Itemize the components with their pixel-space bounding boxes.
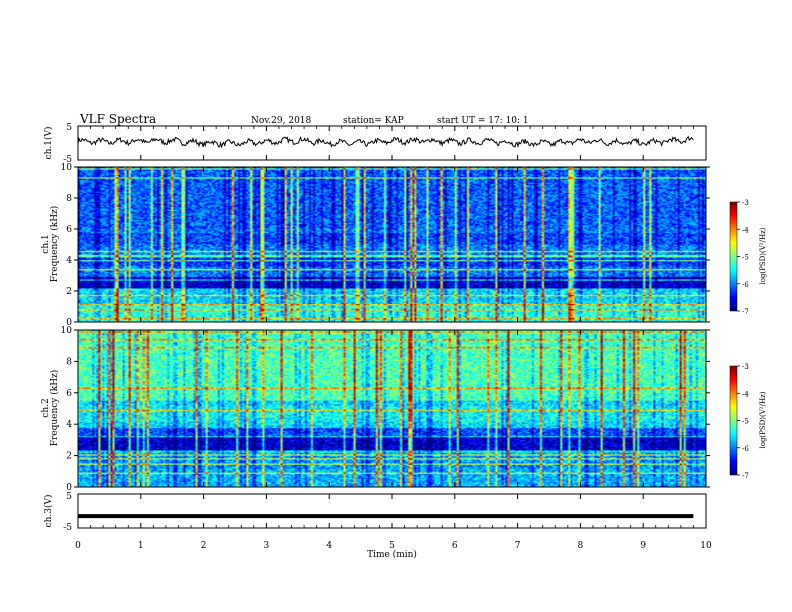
ch1-cb-tick-label: -4	[742, 226, 749, 234]
time-tick-label: 8	[578, 541, 584, 551]
time-tick-label: 4	[326, 541, 332, 551]
figure-title: VLF Spectra	[79, 112, 156, 126]
time-tick-label: 2	[201, 541, 207, 551]
ch2-spec-ytick-label: 4	[66, 420, 72, 430]
ch1-waveform-line	[77, 136, 694, 149]
ch1-ytick-top: 5	[66, 123, 72, 133]
time-tick-label: 10	[700, 541, 712, 551]
ch2-colorbar	[729, 365, 738, 476]
ch1-spec-ytick-label: 10	[61, 163, 73, 173]
time-tick-label: 6	[452, 541, 458, 551]
ch1-cb-tick-label: -7	[742, 308, 749, 316]
time-axis-label: Time (min)	[367, 549, 417, 560]
ch1-spec-ytick-label: 8	[66, 194, 72, 204]
ch1-cb-tick-label: -5	[742, 254, 749, 262]
ch2-spec-ytick-label: 0	[66, 483, 72, 493]
start-time-label: start UT = 17: 10: 1	[437, 116, 529, 126]
time-tick-label: 7	[515, 541, 521, 551]
ch2-cb-tick-label: -5	[742, 418, 749, 426]
ch3-ylabel: ch.3(V)	[43, 495, 54, 528]
ch1-spectrogram-image	[78, 167, 706, 322]
station-label: station= KAP	[343, 116, 404, 126]
ch1-colorbar	[729, 201, 738, 312]
time-tick-label: 3	[264, 541, 270, 551]
ch1-spec-ytick-label: 4	[66, 256, 72, 266]
ch1-cb-tick-label: -6	[742, 281, 749, 289]
ch1-cb-tick-label: -3	[742, 199, 749, 207]
ch2-spec-ytick-label: 2	[66, 452, 72, 462]
ch2-spec-ytick-label: 6	[66, 389, 72, 399]
time-tick-label: 1	[138, 541, 144, 551]
ch1-waveform-panel: 5 -5 ch.1(V)	[43, 123, 707, 165]
ch2-spec-ytick-label: 8	[66, 357, 72, 367]
ch3-ytick-bottom: -5	[63, 523, 72, 533]
date-label: Nov.29, 2018	[251, 116, 312, 126]
time-tick-label: 0	[75, 541, 81, 551]
ch1-ylabel: ch.1(V)	[43, 127, 54, 160]
ch1-spec-ytick-label: 6	[66, 225, 72, 235]
ch2-spectrogram-image	[78, 330, 706, 487]
time-tick-label: 5	[389, 541, 395, 551]
ch2-colorbar-label: log(PSD)(V²/Hz)	[759, 391, 767, 448]
ch2-cb-tick-label: -4	[742, 390, 749, 398]
ch1-spec-ytick-label: 0	[66, 318, 72, 328]
ch3-ytick-top: 5	[66, 492, 72, 502]
ch2-cb-tick-label: -6	[742, 445, 749, 453]
ch3-waveform-panel: 5 -5 ch.3(V)	[43, 492, 707, 533]
ch3-waveform-frame	[77, 493, 707, 529]
ch1-spec-ylabel-line1: ch.1	[41, 234, 51, 253]
ch2-spec-ytick-label: 10	[61, 326, 73, 336]
time-axis: 0 1 2 3 4 5 6 7 8 9 10	[75, 126, 712, 551]
ch1-spec-ylabel-line2: Frequency (kHz)	[49, 206, 60, 283]
ch2-cb-tick-label: -3	[742, 363, 749, 371]
ch2-spec-ylabel-line2: Frequency (kHz)	[49, 370, 60, 447]
ch2-cb-tick-label: -7	[742, 472, 749, 480]
ch1-colorbar-label: log(PSD)(V²/Hz)	[759, 227, 767, 284]
ch2-spec-ylabel-line1: ch.2	[41, 398, 51, 417]
ch1-ytick-bottom: -5	[63, 155, 72, 165]
time-tick-label: 9	[640, 541, 646, 551]
ch1-spec-ytick-label: 2	[66, 287, 72, 297]
